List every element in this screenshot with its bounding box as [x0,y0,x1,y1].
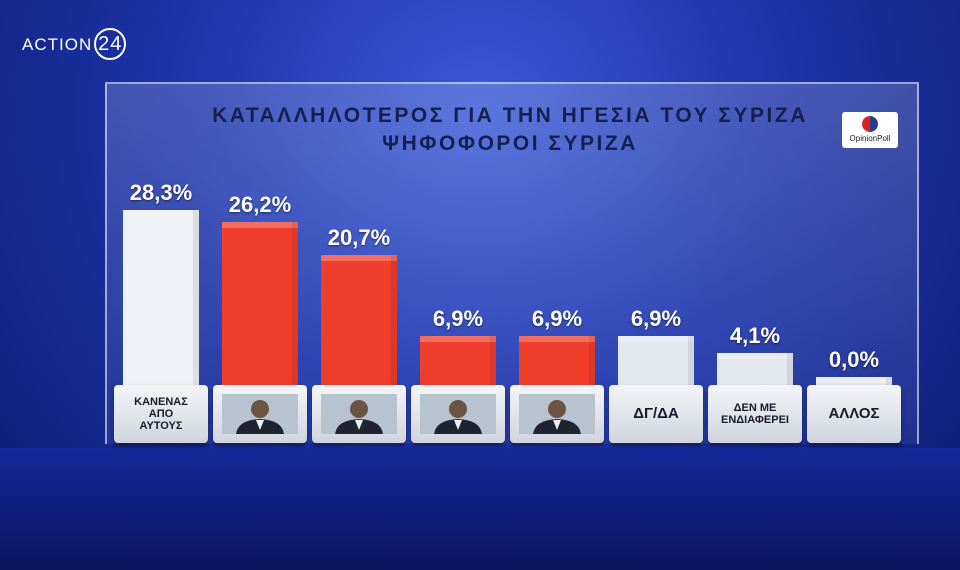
category-box [312,385,406,443]
pollster-mark [862,116,878,132]
candidate-photo [519,394,595,434]
category-box: ΑΛΛΟΣ [807,385,901,443]
logo-name: ACTION [22,35,93,54]
value-label: 20,7% [327,224,391,250]
candidate-photo [321,394,397,434]
bar [618,336,694,385]
category-label: ΑΛΛΟΣ [828,405,880,422]
candidate-photo [222,394,298,434]
category-box: ΔΕΝ ΜΕ ΕΝΔΙΑΦΕΡΕΙ [708,385,802,443]
category-label: ΔΓ/ΔΑ [633,405,679,422]
category-box [411,385,505,443]
category-box: ΚΑΝΕΝΑΣ ΑΠΟ ΑΥΤΟΥΣ [114,385,208,443]
value-label: 6,9% [531,306,583,332]
category-box [213,385,307,443]
logo-number: 24 [94,28,127,60]
chart-title: ΚΑΤΑΛΛΗΛΟΤΕΡΟΣ ΓΙΑ ΤΗΝ ΗΓΕΣΙΑ ΤΟΥ ΣΥΡΙΖΑ [212,104,808,127]
bar [519,336,595,385]
bar [420,336,496,385]
value-label: 26,2% [228,192,292,218]
value-label: 4,1% [729,322,781,348]
category-box: ΔΓ/ΔΑ [609,385,703,443]
chart-subtitle: ΨΗΦΟΦΟΡΟΙ ΣΥΡΙΖΑ [382,132,638,155]
value-label: 6,9% [432,306,484,332]
floor [0,448,960,570]
bar [321,254,397,385]
bar [222,222,298,385]
channel-logo: ACTION 24 [22,28,127,60]
pollster-name: OpinionPoll [849,134,891,143]
value-label: 0,0% [828,347,880,372]
pollster-logo: OpinionPoll [842,112,898,148]
category-label: ΔΕΝ ΜΕ ΕΝΔΙΑΦΕΡΕΙ [721,402,789,426]
value-label: 6,9% [630,306,682,332]
value-label: 28,3% [129,180,193,205]
candidate-photo [420,394,496,434]
bar [816,377,892,385]
bar [717,352,793,385]
category-label: ΚΑΝΕΝΑΣ ΑΠΟ ΑΥΤΟΥΣ [134,396,188,432]
bar [123,210,199,385]
category-box [510,385,604,443]
